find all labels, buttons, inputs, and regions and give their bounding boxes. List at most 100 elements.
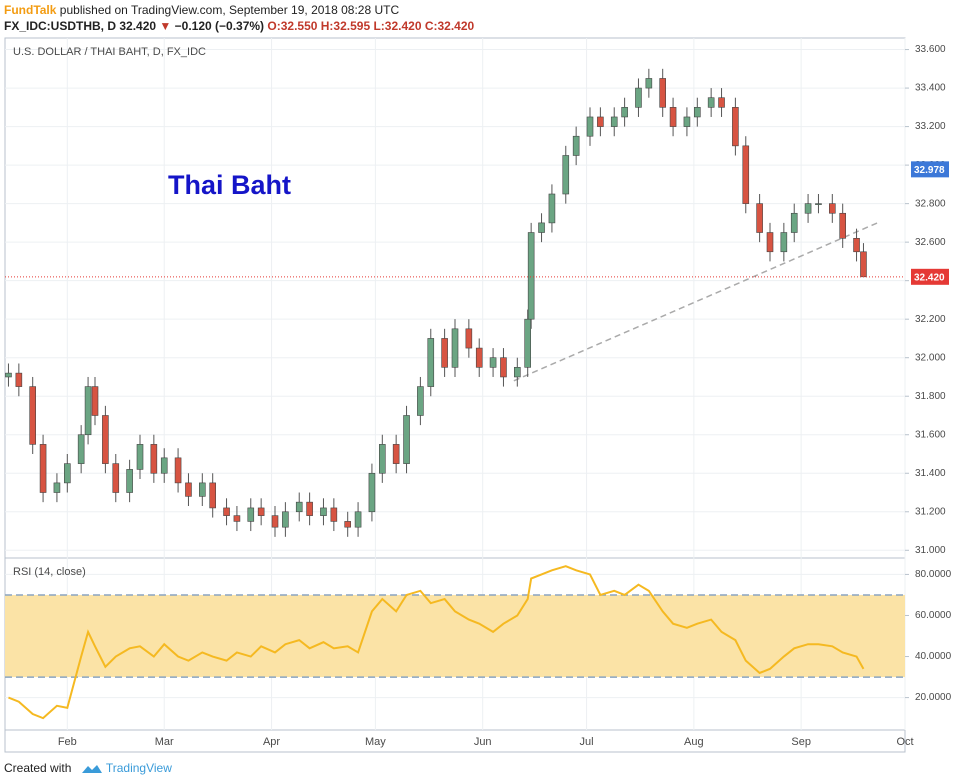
x-tick-label: Mar	[155, 736, 174, 748]
candle-body	[160, 457, 168, 474]
candle-body	[572, 135, 580, 156]
candle-body	[441, 338, 448, 368]
tv-logo	[81, 764, 102, 773]
footer: Created with TradingView	[4, 761, 172, 775]
candle-body	[136, 444, 144, 470]
candle-body	[527, 232, 535, 320]
y-tick-label: 80.0000	[915, 569, 952, 580]
candle-body	[102, 415, 109, 464]
candle-body	[185, 482, 192, 497]
y-tick-label: 60.0000	[915, 610, 952, 621]
candle-body	[199, 482, 206, 497]
x-tick-label: Oct	[896, 736, 913, 748]
y-tick-label: 31.800	[915, 391, 946, 402]
y-tick-label: 20.0000	[915, 692, 952, 703]
trend-line	[513, 222, 878, 382]
publish-info: published on TradingView.com, September …	[59, 3, 400, 17]
candle-body	[295, 501, 303, 513]
candle-body	[562, 155, 570, 195]
pane-title: RSI (14, close)	[13, 566, 86, 578]
candle-body	[150, 444, 158, 474]
candle-body	[732, 107, 739, 147]
x-tick-label: May	[365, 736, 386, 748]
change: −0.120 (−0.37%)	[174, 19, 265, 33]
candle-body	[707, 97, 715, 108]
price-marker-label: 32.978	[914, 165, 945, 176]
y-tick-label: 31.200	[915, 506, 946, 517]
brand-link[interactable]: TradingView	[105, 761, 172, 775]
candle-body	[174, 457, 182, 484]
candle-body	[829, 203, 836, 214]
price-marker-box	[911, 161, 949, 178]
candle-body	[427, 338, 435, 387]
y-tick-label: 31.600	[915, 429, 946, 440]
candle-body	[465, 328, 473, 349]
candle-body	[489, 357, 497, 368]
rsi-band	[5, 594, 905, 678]
publish-line: FundTalk published on TradingView.com, S…	[4, 3, 399, 17]
candle-body	[610, 116, 618, 127]
pane-title: U.S. DOLLAR / THAI BAHT, D, FX_IDC	[13, 46, 206, 58]
candle-body	[223, 507, 230, 516]
candle-body	[780, 232, 788, 253]
candle-body	[500, 357, 507, 378]
candle-body	[209, 482, 216, 509]
x-tick-label: Jun	[474, 736, 492, 748]
y-tick-label: 32.600	[915, 237, 946, 248]
change-arrow: ▼	[159, 19, 172, 33]
x-tick-label: Aug	[684, 736, 704, 748]
candle-body	[257, 507, 265, 516]
x-tick-label: Feb	[58, 736, 77, 748]
y-tick-label: 33.600	[915, 44, 946, 55]
candle-body	[475, 347, 483, 368]
candle-body	[39, 444, 47, 493]
candle-body	[766, 232, 774, 253]
candle-body	[804, 203, 812, 214]
x-tick-label: Sep	[791, 736, 811, 748]
candle-body	[659, 78, 666, 108]
candle-body	[742, 145, 750, 204]
candle-body	[112, 463, 120, 493]
candle-body	[597, 116, 604, 127]
symbol: FX_IDC:USDTHB, D	[4, 19, 117, 33]
y-tick-label: 33.400	[915, 83, 946, 94]
price-marker-label: 32.420	[914, 272, 945, 283]
candle-body	[860, 251, 867, 278]
candle-body	[330, 507, 338, 522]
candle-body	[84, 386, 92, 436]
y-tick-label: 32.000	[915, 352, 946, 363]
y-tick-label: 31.000	[915, 545, 946, 556]
candle-body	[645, 78, 653, 89]
author-link[interactable]: FundTalk	[4, 3, 57, 17]
candle-body	[379, 444, 386, 474]
candle-body	[77, 434, 85, 464]
candle-body	[320, 507, 327, 516]
candle-body	[344, 521, 351, 528]
candle-body	[451, 328, 459, 368]
symbol-line: FX_IDC:USDTHB, D 32.420 ▼ −0.120 (−0.37%…	[4, 19, 474, 33]
candle-body	[126, 469, 133, 493]
last-price: 32.420	[119, 19, 157, 33]
ohlc: O:32.550 H:32.595 L:32.420 C:32.420	[267, 19, 475, 33]
candle-body	[839, 212, 846, 239]
candle-body	[271, 515, 279, 528]
annotation: Thai Baht	[168, 170, 291, 200]
candle-body	[29, 386, 36, 445]
candle-body	[538, 222, 545, 233]
candle-body	[524, 318, 531, 368]
y-tick-label: 33.200	[915, 121, 946, 132]
candle-body	[91, 386, 99, 416]
y-tick-label: 40.0000	[915, 651, 952, 662]
candle-body	[621, 107, 628, 118]
candle-body	[282, 511, 289, 528]
candle-body	[247, 507, 255, 522]
candle-body	[15, 372, 23, 387]
x-tick-label: Apr	[263, 736, 280, 748]
rsi-line	[8, 565, 865, 720]
candle-body	[306, 501, 313, 516]
candle-body	[635, 87, 642, 108]
candle-body	[64, 463, 71, 484]
candle-body	[586, 116, 594, 137]
